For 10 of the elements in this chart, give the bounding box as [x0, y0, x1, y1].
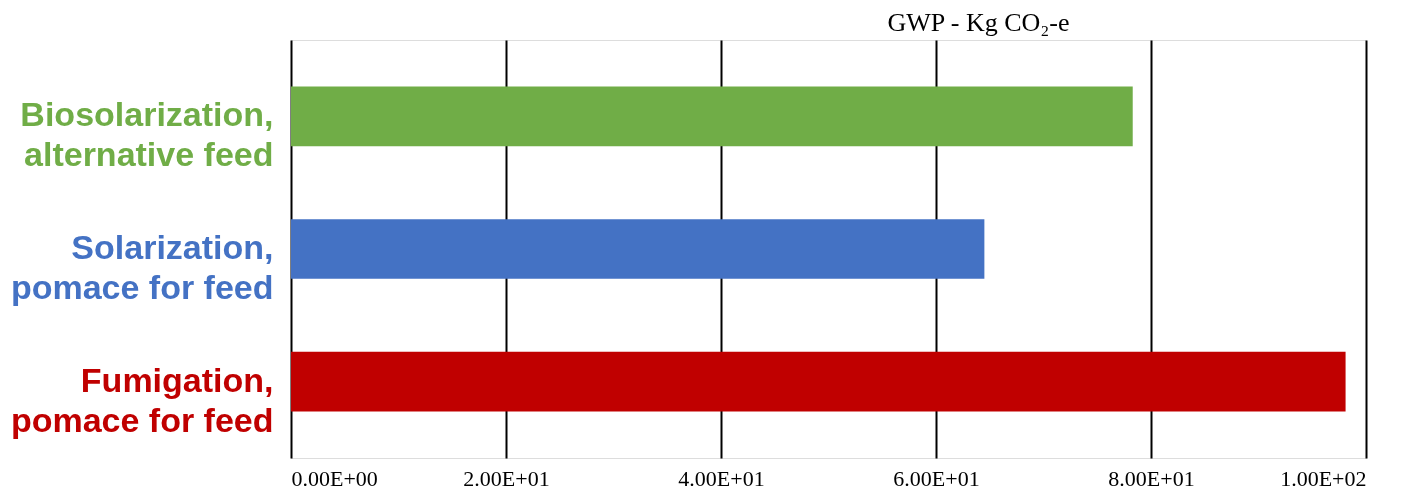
x-tick-label: 4.00E+01	[678, 465, 765, 491]
x-tick-label: 2.00E+01	[463, 465, 550, 491]
y-tick-label: Fumigation, pomace for feed	[10, 360, 274, 439]
chart-title: GWP - Kg CO₂-e	[887, 8, 1070, 37]
y-tick-label: Solarization, pomace for feed	[10, 228, 274, 306]
y-tick-label: Biosolarization, alternative feed	[20, 95, 274, 174]
x-tick-label: 0.00E+00	[291, 465, 378, 491]
x-tick-label: 6.00E+01	[893, 465, 980, 491]
x-tick-label: 8.00E+01	[1108, 465, 1195, 491]
x-tick-label: 1.00E+02	[1280, 465, 1367, 491]
